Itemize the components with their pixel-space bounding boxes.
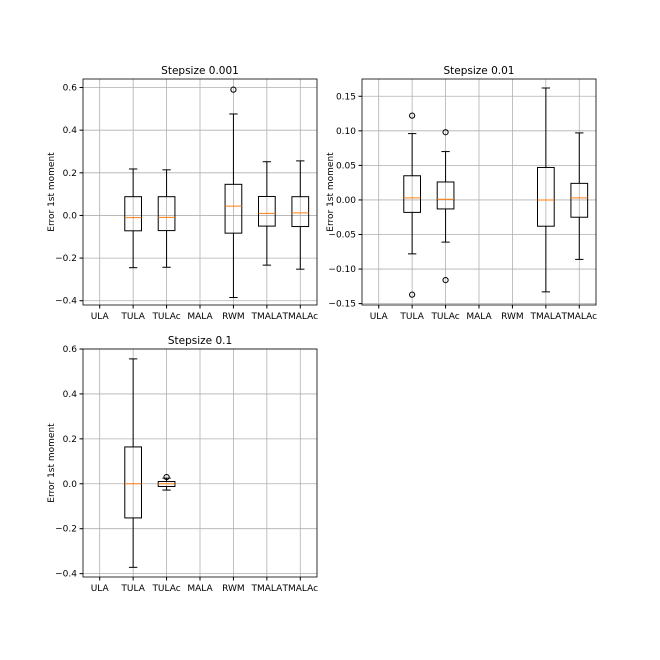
x-tick-label-TMALA: TMALA	[250, 312, 283, 322]
y-tick-label: 0.05	[336, 161, 356, 171]
box-TMALAc	[570, 132, 589, 260]
x-tick-label-TULA: TULA	[120, 312, 145, 322]
y-tick-label: −0.4	[55, 570, 77, 580]
x-tick-label-MALA: MALA	[187, 584, 213, 594]
flier-point	[409, 291, 416, 298]
box-TMALA	[537, 87, 555, 293]
flier-point	[442, 277, 449, 284]
y-tick-label: −0.15	[328, 300, 356, 310]
y-tick-label: 0.6	[63, 345, 78, 355]
x-tick-label-MALA: MALA	[187, 312, 213, 322]
y-tick-label: 0.0	[63, 480, 78, 490]
flier-point	[409, 112, 416, 119]
box-TULA	[124, 358, 142, 568]
box-TULAc	[157, 473, 176, 491]
x-tick-label-TMALAc: TMALAc	[281, 312, 318, 322]
box-TULAc	[436, 129, 455, 284]
y-tick-label: 0.6	[63, 84, 78, 94]
flier-point	[163, 473, 170, 481]
x-tick-label-TMALA: TMALA	[529, 312, 562, 322]
x-tick-label-ULA: ULA	[91, 584, 110, 594]
x-tick-label-ULA: ULA	[91, 312, 110, 322]
chart-panel-2: −0.4 −0.2 0.0 0.2 0.4 0.6 ULA TULA TULAc MALA RWM T…	[47, 335, 318, 594]
x-tick-label-TMALAc: TMALAc	[281, 584, 318, 594]
x-tick-label-TULAc: TULAc	[430, 312, 459, 322]
y-tick-label: 0.0	[63, 211, 78, 221]
y-tick-label: 0.15	[336, 92, 356, 102]
flier-point	[230, 86, 237, 93]
flier-point	[442, 129, 449, 136]
x-tick-label-MALA: MALA	[466, 312, 492, 322]
chart-title: Stepsize 0.01	[444, 65, 515, 77]
y-axis-label: Error 1st moment	[326, 152, 336, 232]
y-tick-label: −0.05	[328, 231, 356, 241]
y-tick-label: 0.2	[63, 435, 77, 445]
y-tick-label: 0.4	[63, 390, 78, 400]
x-tick-label-TULA: TULA	[120, 584, 145, 594]
box-TMALA	[258, 161, 276, 266]
y-tick-label: 0.10	[336, 127, 356, 137]
x-tick-label-ULA: ULA	[370, 312, 389, 322]
x-tick-label-TMALA: TMALA	[250, 584, 283, 594]
x-tick-label-RWM: RWM	[222, 312, 245, 322]
y-tick-label: −0.2	[55, 254, 77, 264]
x-tick-label-TULAc: TULAc	[151, 584, 180, 594]
y-axis-label: Error 1st moment	[47, 423, 57, 503]
box-TULA	[403, 112, 421, 298]
x-tick-label-RWM: RWM	[222, 584, 245, 594]
y-tick-label: −0.10	[328, 265, 356, 275]
y-tick-label: 0.4	[63, 126, 78, 136]
x-tick-label-TULA: TULA	[399, 312, 424, 322]
x-tick-label-RWM: RWM	[501, 312, 524, 322]
chart-title: Stepsize 0.1	[168, 335, 232, 347]
x-tick-label-TULAc: TULAc	[151, 312, 180, 322]
box-RWM	[224, 86, 243, 299]
y-tick-label: −0.4	[55, 297, 77, 307]
box-TULAc	[157, 169, 176, 268]
y-axis-label: Error 1st moment	[47, 152, 57, 232]
y-tick-label: 0.2	[63, 169, 77, 179]
chart-panel-0: −0.4 −0.2 0.0 0.2 0.4 0.6 ULA TULA TULAc MALA RWM T…	[47, 65, 318, 322]
box-TULA	[124, 168, 142, 269]
box-TMALAc	[291, 160, 310, 270]
y-tick-label: −0.2	[55, 525, 77, 535]
x-tick-label-TMALAc: TMALAc	[560, 312, 597, 322]
chart-panel-1: −0.15 −0.10 −0.05 0.00 0.05 0.10 0.15 ULA TULA TU…	[326, 65, 597, 322]
chart-title: Stepsize 0.001	[161, 65, 239, 77]
y-tick-label: 0.00	[336, 196, 356, 206]
